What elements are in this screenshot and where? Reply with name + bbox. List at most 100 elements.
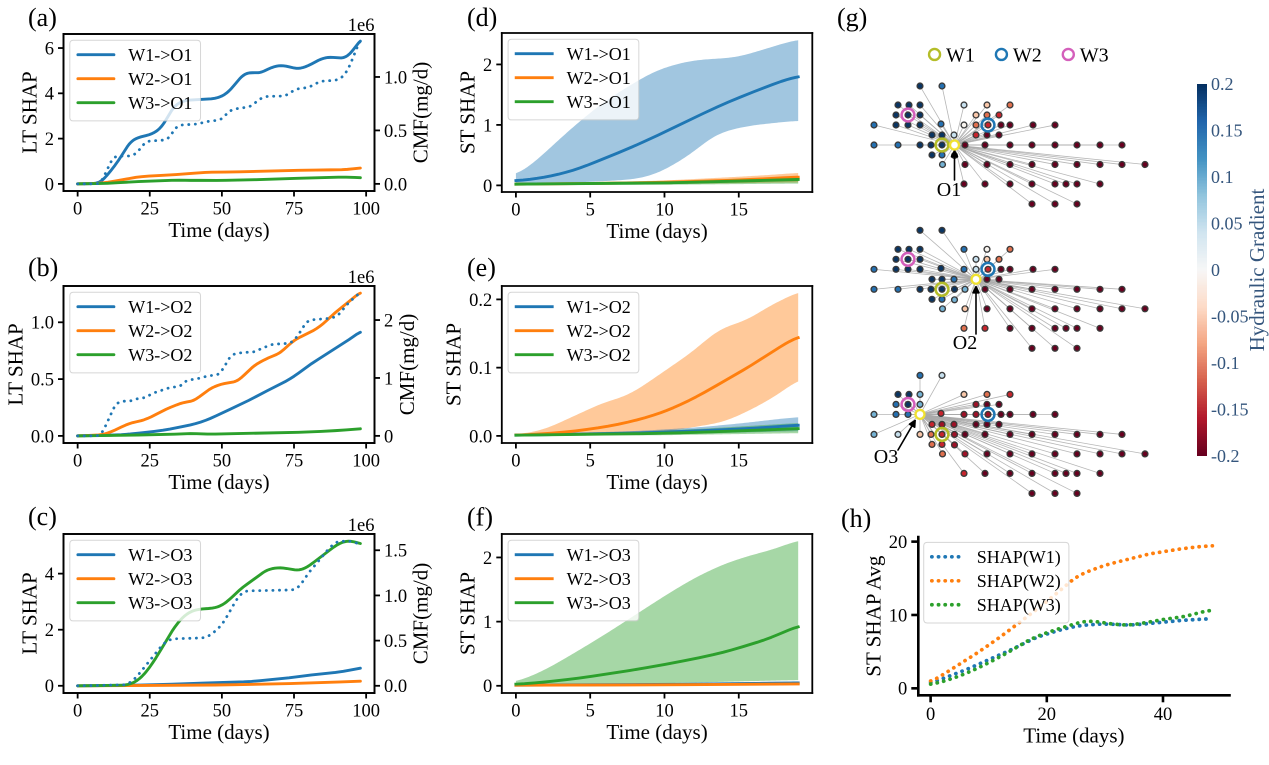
svg-text:0: 0 [384,427,393,447]
svg-text:Time (days): Time (days) [168,720,269,744]
svg-text:0: 0 [926,705,935,725]
svg-text:W3: W3 [1080,44,1109,66]
svg-text:Time (days): Time (days) [606,219,707,243]
svg-text:LT SHAP: LT SHAP [17,572,41,654]
svg-text:1: 1 [483,116,492,136]
svg-text:2: 2 [45,621,54,641]
svg-text:Time (days): Time (days) [606,470,707,494]
svg-text:(f): (f) [467,502,493,531]
svg-text:10: 10 [655,451,674,471]
svg-text:O1: O1 [937,179,961,201]
svg-text:(h): (h) [841,504,871,533]
svg-text:W3->O2: W3->O2 [128,345,192,365]
svg-text:1: 1 [483,613,492,633]
svg-text:0.05: 0.05 [1211,214,1243,234]
svg-text:0: 0 [73,199,82,219]
svg-text:0.5: 0.5 [384,632,407,652]
svg-text:W3->O3: W3->O3 [567,593,631,613]
svg-text:CMF(mg/d): CMF(mg/d) [409,563,433,665]
svg-text:W2->O3: W2->O3 [567,569,631,589]
svg-text:1e6: 1e6 [348,268,375,288]
svg-text:W3->O2: W3->O2 [567,345,631,365]
svg-text:0.5: 0.5 [31,371,54,391]
svg-text:-0.05: -0.05 [1211,307,1249,327]
svg-text:(e): (e) [467,253,496,282]
svg-text:25: 25 [141,451,160,471]
svg-text:25: 25 [141,701,160,721]
svg-text:0: 0 [483,177,492,197]
svg-text:1.0: 1.0 [384,68,407,88]
svg-text:LT SHAP: LT SHAP [3,323,27,405]
svg-text:ST SHAP: ST SHAP [456,572,480,655]
svg-text:0: 0 [1211,260,1220,280]
svg-text:0: 0 [898,680,907,700]
svg-text:5: 5 [586,451,595,471]
svg-text:(a): (a) [28,3,57,32]
svg-text:W2->O3: W2->O3 [128,569,192,589]
svg-text:0.0: 0.0 [31,427,54,447]
svg-text:-0.15: -0.15 [1211,400,1249,420]
svg-text:O3: O3 [874,446,898,468]
svg-text:(d): (d) [467,3,497,32]
svg-text:W1->O2: W1->O2 [128,297,192,317]
svg-text:0: 0 [45,677,54,697]
svg-text:75: 75 [285,199,304,219]
svg-text:CMF(mg/d): CMF(mg/d) [395,314,419,416]
svg-text:4: 4 [45,85,54,105]
svg-text:(g): (g) [837,3,867,32]
svg-text:5: 5 [586,701,595,721]
svg-text:1e6: 1e6 [348,16,375,36]
svg-text:W1: W1 [946,44,975,66]
svg-text:W1->O3: W1->O3 [128,545,192,565]
svg-text:-0.1: -0.1 [1211,353,1240,373]
svg-text:1.0: 1.0 [384,587,407,607]
svg-text:0: 0 [73,451,82,471]
svg-text:Time (days): Time (days) [168,218,269,242]
svg-text:0: 0 [511,451,520,471]
svg-text:W1->O1: W1->O1 [128,45,192,65]
svg-text:(c): (c) [28,502,57,531]
svg-text:50: 50 [213,701,232,721]
svg-text:W2->O1: W2->O1 [567,68,631,88]
svg-text:10: 10 [655,200,674,220]
svg-text:10: 10 [655,701,674,721]
svg-text:4: 4 [45,565,54,585]
svg-text:6: 6 [45,39,54,59]
svg-text:40: 40 [1154,705,1173,725]
svg-text:Hydraulic Gradient: Hydraulic Gradient [1245,188,1269,351]
svg-text:15: 15 [730,200,749,220]
svg-text:1e6: 1e6 [348,516,375,536]
svg-text:W1->O3: W1->O3 [567,545,631,565]
svg-text:0.0: 0.0 [384,677,407,697]
svg-text:Time (days): Time (days) [1023,724,1124,748]
svg-text:0.1: 0.1 [1211,167,1234,187]
svg-text:50: 50 [213,451,232,471]
svg-text:100: 100 [352,701,380,721]
svg-text:2: 2 [45,130,54,150]
svg-text:1: 1 [384,369,393,389]
svg-text:W2->O1: W2->O1 [128,69,192,89]
svg-text:2: 2 [483,549,492,569]
svg-text:W3->O3: W3->O3 [128,593,192,613]
svg-text:LT SHAP: LT SHAP [17,71,41,153]
svg-text:0.2: 0.2 [1211,74,1234,94]
svg-text:CMF(mg/d): CMF(mg/d) [409,62,433,164]
svg-text:0.0: 0.0 [469,427,492,447]
svg-text:0: 0 [483,677,492,697]
svg-text:0: 0 [511,701,520,721]
svg-text:(b): (b) [28,253,58,282]
svg-text:0.5: 0.5 [384,122,407,142]
svg-text:75: 75 [285,451,304,471]
svg-text:ST SHAP: ST SHAP [456,71,480,154]
svg-text:0.1: 0.1 [469,359,492,379]
svg-text:2: 2 [483,56,492,76]
svg-text:Time (days): Time (days) [606,720,707,744]
svg-text:20: 20 [889,533,908,553]
svg-text:75: 75 [285,701,304,721]
svg-text:SHAP(W3): SHAP(W3) [977,595,1061,616]
svg-text:25: 25 [141,199,160,219]
svg-text:SHAP(W1): SHAP(W1) [977,547,1061,568]
svg-text:0.15: 0.15 [1211,121,1243,141]
svg-text:W2->O2: W2->O2 [128,321,192,341]
svg-text:1.0: 1.0 [31,314,54,334]
